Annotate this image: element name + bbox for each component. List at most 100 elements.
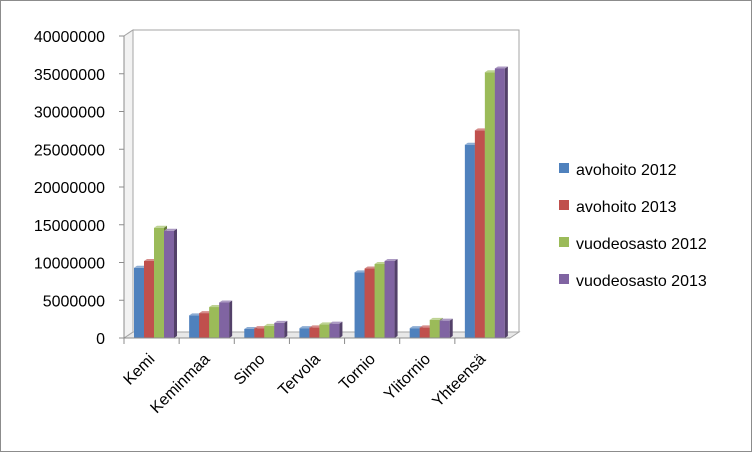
bar-side: [174, 228, 177, 338]
bar-front: [484, 72, 495, 339]
x-tick-label: Tornio: [336, 351, 379, 394]
bar-top: [354, 270, 368, 273]
bar-front: [199, 313, 210, 338]
bar-top: [209, 305, 223, 308]
y-tick-labels: 0 5000000 10000000 15000000 20000000 25000000…: [34, 29, 105, 348]
bar-top: [274, 320, 288, 323]
bar-front: [219, 302, 230, 338]
bar-top: [464, 142, 478, 145]
bar-front: [364, 268, 375, 338]
legend-label: avohoito 2012: [576, 162, 677, 179]
bar-top: [154, 225, 167, 228]
y-tick-label: 25000000: [34, 142, 105, 159]
bar-top: [419, 325, 433, 328]
bar: [384, 258, 398, 338]
bar-top: [429, 317, 443, 320]
y-tick-label: 5000000: [43, 293, 105, 310]
bar-side: [504, 66, 508, 338]
bar-front: [384, 260, 395, 338]
bar-front: [154, 227, 164, 338]
bar-front: [354, 272, 365, 338]
bar-front: [134, 267, 144, 338]
x-tick-label: Simo: [231, 351, 269, 389]
y-tick-label: 30000000: [34, 105, 105, 122]
x-tick-label: Ylitornio: [381, 351, 434, 404]
bar-top: [309, 325, 323, 328]
legend-item: avohoito 2012: [559, 162, 677, 179]
bar-top: [299, 326, 313, 329]
bar-top: [494, 66, 508, 69]
bar-top: [374, 262, 388, 265]
y-tick-label: 10000000: [34, 256, 105, 273]
x-tick-label: Tervola: [275, 351, 324, 400]
bar: [219, 300, 233, 338]
bar-top: [134, 265, 147, 268]
bar: [494, 66, 508, 338]
bar: [329, 321, 343, 338]
bar-top: [484, 70, 498, 73]
legend-swatch: [559, 237, 569, 247]
legend-item: vuodeosasto 2013: [559, 273, 707, 290]
bar-top: [144, 258, 157, 261]
bar-top: [474, 128, 488, 131]
bar-top: [164, 228, 177, 231]
bar-front: [264, 325, 275, 338]
bar-top: [244, 326, 258, 329]
bar-front: [429, 319, 440, 338]
bar-front: [254, 328, 265, 338]
bar-front: [309, 327, 320, 338]
bar-top: [319, 322, 333, 325]
legend-item: avohoito 2013: [559, 199, 677, 216]
bar-side: [339, 321, 343, 338]
axes: [119, 35, 510, 344]
bar-front: [464, 144, 475, 338]
legend-item: vuodeosasto 2012: [559, 236, 707, 253]
bar-front: [439, 320, 450, 338]
bar-side: [449, 318, 453, 338]
x-tick-label: Yhteensä: [429, 351, 489, 411]
x-tick-label: Kemi: [121, 351, 159, 389]
y-tick-label: 35000000: [34, 67, 105, 84]
bar-front: [144, 260, 154, 338]
bar-side: [394, 258, 398, 338]
legend-label: avohoito 2013: [576, 199, 677, 216]
bar-top: [219, 300, 233, 303]
bar-top: [329, 321, 343, 324]
chart-walls: [122, 29, 521, 339]
bars: [134, 66, 508, 339]
bar-top: [384, 258, 398, 261]
bar-front: [209, 307, 220, 338]
y-tick-label: 20000000: [34, 180, 105, 197]
bar-front: [274, 322, 285, 338]
x-tick-label: Keminmaa: [147, 351, 213, 417]
bar-front: [494, 68, 505, 338]
bar-top: [254, 326, 268, 329]
bar: [274, 320, 288, 338]
bar-side: [229, 300, 233, 338]
bar-front: [409, 328, 420, 338]
bar: [164, 228, 177, 338]
legend-swatch: [559, 274, 569, 284]
bar-front: [189, 315, 200, 338]
bar-front: [244, 328, 255, 338]
legend-label: vuodeosasto 2013: [576, 273, 707, 290]
bar-top: [409, 326, 423, 329]
bar-front: [319, 324, 330, 338]
legend-label: vuodeosasto 2012: [576, 236, 707, 253]
y-tick-label: 40000000: [34, 29, 105, 46]
bar-top: [264, 323, 278, 326]
legend: avohoito 2012 avohoito 2013 vuodeosasto 20…: [559, 162, 707, 290]
bar-top: [189, 313, 203, 316]
bar-top: [364, 266, 378, 269]
y-tick-label: 0: [96, 331, 105, 348]
bar-front: [374, 264, 385, 338]
bar-front: [474, 130, 485, 338]
side-wall: [123, 29, 134, 339]
bar-top: [439, 318, 453, 321]
bar: [439, 318, 453, 338]
bar-top: [199, 311, 213, 314]
legend-swatch: [559, 163, 569, 173]
legend-swatch: [559, 200, 569, 210]
